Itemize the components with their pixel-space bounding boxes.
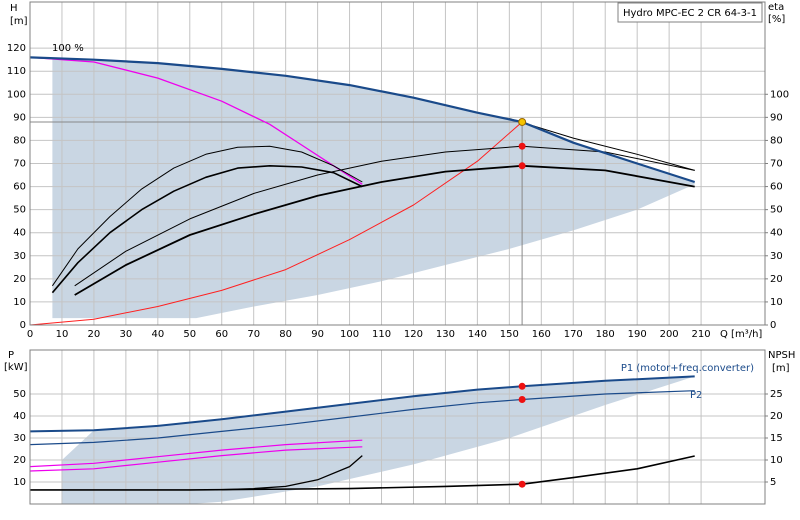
x-axis-label: Q [m³/h] [720,329,762,340]
y-tick-label: 40 [13,411,26,422]
operating-range [62,376,695,504]
y-tick-label: 20 [13,455,26,466]
y2-tick-label: 25 [770,389,783,400]
y-tick-label: 0 [20,320,26,331]
y-tick-label: 50 [13,389,26,400]
y-tick-label: 10 [13,477,26,488]
x-tick-label: 20 [88,329,101,340]
curve [29,375,695,433]
x-tick-label: 80 [279,329,292,340]
x-tick-label: 190 [628,329,647,340]
y2-tick-label: 10 [770,297,783,308]
operating-point [518,162,526,170]
curve [29,56,363,185]
chart-title: Hydro MPC-EC 2 CR 64-3-1 [623,8,757,19]
curve [29,446,363,472]
y2-tick-label: 90 [770,112,783,123]
operating-point [518,142,526,150]
x-tick-label: 140 [468,329,487,340]
y-tick-label: 10 [13,297,26,308]
x-tick-label: 70 [247,329,260,340]
y-tick-label: 30 [13,433,26,444]
y2-tick-label: 10 [770,455,783,466]
x-tick-label: 180 [596,329,615,340]
y-tick-label: 110 [7,66,26,77]
y2-axis-label: eta [768,2,784,13]
y2-axis-label: NPSH [768,350,795,361]
y2-tick-label: 100 [770,89,789,100]
curve [509,118,695,171]
y2-tick-label: 30 [770,251,783,262]
curve [29,121,523,326]
y-axis-label: P [8,350,14,361]
y2-tick-label: 80 [770,135,783,146]
y-tick-label: 40 [13,228,26,239]
curve [30,455,695,491]
operating-point [518,396,526,403]
x-tick-label: 150 [500,329,519,340]
p1-label: P1 (motor+freq.converter) [621,363,754,374]
x-tick-label: 130 [436,329,455,340]
curve [29,56,696,184]
legend-box [617,2,763,23]
y-tick-label: 50 [13,205,26,216]
x-tick-label: 170 [564,329,583,340]
x-tick-label: 10 [56,329,69,340]
x-tick-label: 90 [311,329,324,340]
x-tick-label: 100 [340,329,359,340]
y2-tick-label: 5 [770,477,776,488]
operating-point [518,382,526,390]
x-tick-label: 50 [183,329,196,340]
operating-point [518,480,526,488]
curve [29,390,695,446]
top-plot-frame [29,1,766,326]
y2-tick-label: 70 [770,159,783,170]
x-tick-label: 210 [692,329,711,340]
y-tick-label: 30 [13,251,26,262]
x-tick-label: 0 [27,329,33,340]
speed-annotation: 100 % [52,43,84,54]
curve [74,145,695,287]
curve [51,145,363,287]
y-tick-label: 60 [13,182,26,193]
x-tick-label: 120 [404,329,423,340]
x-tick-label: 60 [215,329,228,340]
y-tick-label: 90 [13,112,26,123]
y-tick-label: 20 [13,274,26,285]
y-tick-label: 100 [7,89,26,100]
y2-tick-label: 20 [770,411,783,422]
operating-point [518,117,527,126]
y2-tick-label: 20 [770,274,783,285]
bottom-plot-frame [29,349,766,505]
curve [29,439,363,468]
y-tick-label: 70 [13,159,26,170]
y-axis-label: H [10,3,18,14]
y2-tick-label: 40 [770,228,783,239]
operating-range [30,57,695,319]
y-axis-unit: [kW] [4,362,28,373]
y2-axis-unit: [m] [772,363,790,374]
y2-tick-label: 60 [770,182,783,193]
y2-tick-label: 50 [770,205,783,216]
y-axis-unit: [m] [10,16,28,27]
curve [51,165,363,294]
curve [74,164,695,296]
x-tick-label: 200 [660,329,679,340]
x-tick-label: 40 [151,329,164,340]
y2-tick-label: 15 [770,433,783,444]
y2-axis-unit: [%] [768,14,785,25]
x-tick-label: 160 [532,329,551,340]
y2-tick-label: 0 [770,320,776,331]
p2-label: P2 [690,390,702,401]
x-tick-label: 30 [120,329,133,340]
y-tick-label: 80 [13,135,26,146]
x-tick-label: 110 [372,329,391,340]
y-tick-label: 120 [7,43,26,54]
